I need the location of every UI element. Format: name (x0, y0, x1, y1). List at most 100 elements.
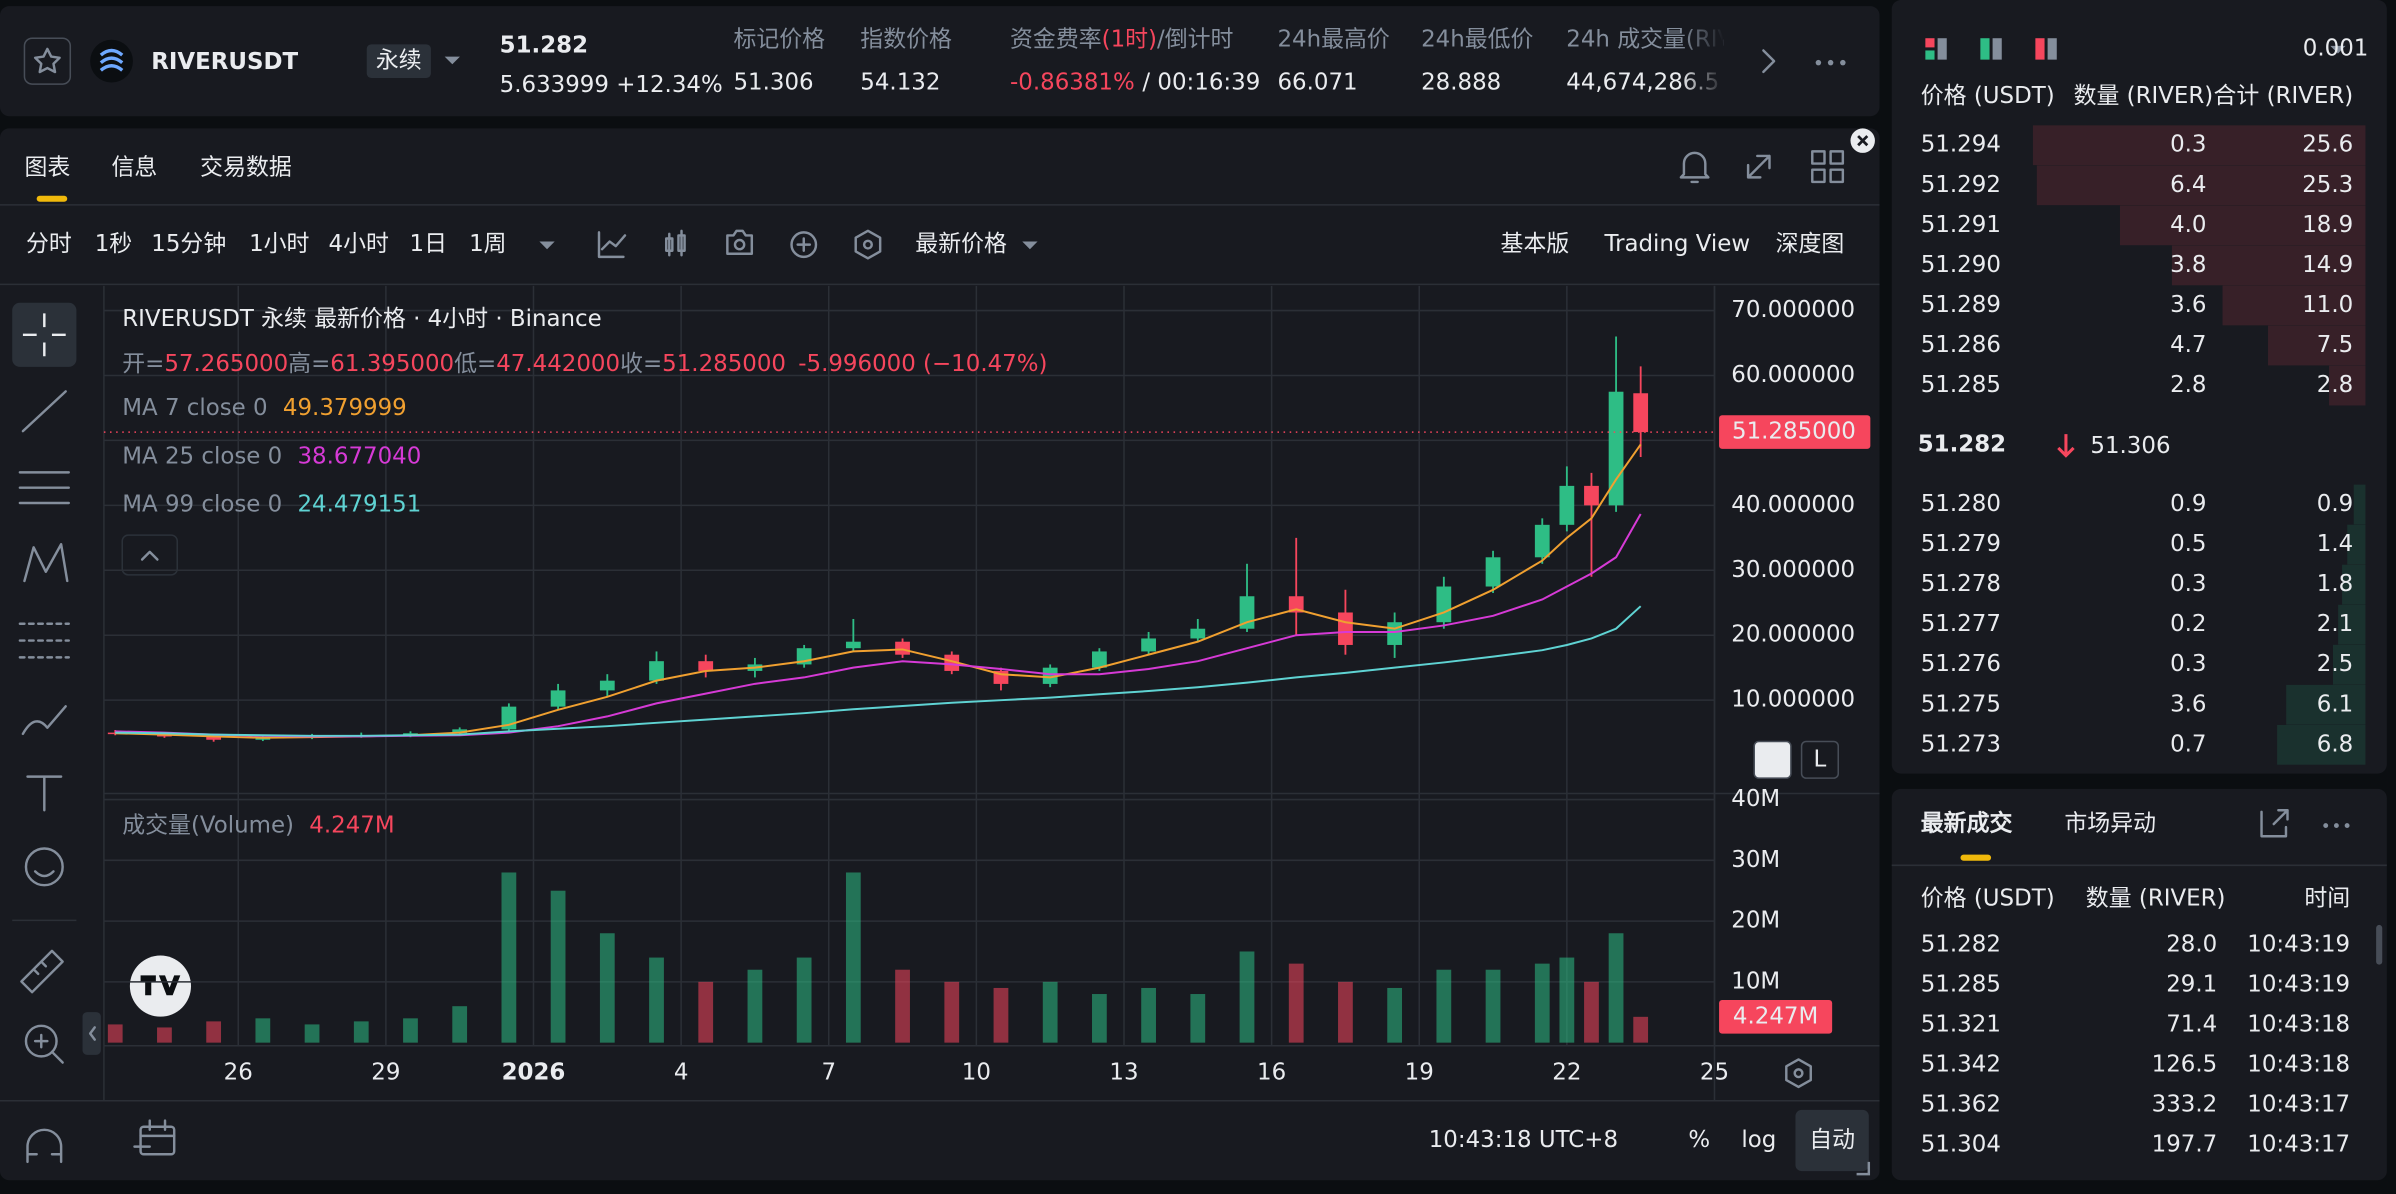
fib-tool[interactable] (18, 622, 70, 659)
trades-more[interactable] (2323, 823, 2350, 829)
interval[interactable]: 1日 (410, 231, 447, 257)
magnet-tool[interactable] (26, 1128, 63, 1164)
settings-icon[interactable] (854, 229, 882, 260)
stat-value-text: 54.132 (860, 69, 940, 95)
tab[interactable]: 交易数据 (200, 155, 292, 181)
volume-bar (796, 957, 812, 1043)
text-tool[interactable] (26, 775, 63, 812)
ruler-tool[interactable] (20, 949, 64, 994)
orderbook-mode-icons[interactable] (1925, 38, 2057, 60)
volume-bar (845, 872, 861, 1043)
stat-label-note: (1时) (1102, 26, 1157, 52)
book-qty: 0.2 (2170, 611, 2206, 637)
fullscreen-icon[interactable] (1746, 154, 1771, 179)
candle-body (1042, 667, 1058, 684)
interval[interactable]: 1周 (469, 231, 506, 257)
stats-fade (1680, 12, 1724, 111)
brush-tool[interactable] (21, 705, 67, 736)
volume-bar (993, 987, 1009, 1043)
book-price: 51.294 (1921, 132, 2001, 158)
log-toggle[interactable]: log (1741, 1127, 1776, 1153)
pattern-tool[interactable] (23, 543, 69, 583)
precision-caret[interactable] (2330, 45, 2346, 54)
symbol-caret[interactable] (444, 56, 460, 65)
interval[interactable]: 1小时 (249, 231, 309, 257)
volume-bar (1485, 969, 1501, 1043)
crosshair-tool[interactable] (22, 313, 66, 357)
tab[interactable]: 图表 (24, 155, 70, 181)
x-tick-label: 29 (371, 1060, 400, 1086)
book-price: 51.278 (1921, 571, 2001, 597)
trades-tab[interactable]: 最新成交 (1921, 810, 2013, 837)
axis-settings[interactable] (1785, 1058, 1812, 1089)
alert-icon[interactable] (1679, 151, 1710, 184)
popout-icon[interactable] (2260, 809, 2289, 838)
book-price: 51.273 (1921, 731, 2001, 757)
layout-icon[interactable] (1811, 150, 1845, 184)
trades-tab[interactable]: 市场异动 (2064, 811, 2156, 837)
column-header: 价格 (USDT) (1921, 83, 2055, 109)
stat-value: 66.071 (1277, 69, 1357, 95)
interval[interactable]: 4小时 (329, 231, 389, 257)
book-total: 25.3 (2302, 172, 2353, 198)
line-tool[interactable] (21, 390, 67, 433)
volume-bar (1534, 963, 1550, 1043)
candle-body (845, 641, 861, 649)
price-type[interactable]: 最新价格 (915, 231, 1007, 257)
book-price: 51.291 (1921, 212, 2001, 238)
x-tick-label: 13 (1109, 1060, 1138, 1086)
contract: 永续 (376, 48, 422, 74)
candle-type-icon[interactable] (665, 229, 686, 257)
precision[interactable]: 0.001 (2303, 35, 2369, 61)
book-total: 1.4 (2317, 531, 2353, 557)
zoom-tool[interactable] (24, 1024, 58, 1058)
y-tick-label: 70.000000 (1731, 297, 1855, 323)
stats-next[interactable] (1762, 49, 1776, 74)
auto-toggle[interactable]: 自动 (1809, 1127, 1855, 1153)
auto-button-bg[interactable] (1795, 1109, 1869, 1172)
trade-price: 51.285 (1921, 971, 2001, 997)
parallel-tool[interactable] (18, 471, 70, 505)
indicator-icon[interactable] (597, 231, 627, 259)
x-tick-label: 4 (674, 1060, 689, 1086)
volume-bar (107, 1024, 123, 1043)
book-qty: 0.3 (2170, 571, 2206, 597)
emoji-tool[interactable] (24, 847, 64, 887)
add-icon[interactable] (790, 231, 818, 259)
view-option[interactable]: Trading View (1603, 231, 1750, 257)
view-option[interactable]: 深度图 (1776, 231, 1845, 257)
depth-bar (2032, 125, 2366, 166)
tab[interactable]: 信息 (112, 155, 158, 181)
book-total: 2.5 (2317, 651, 2353, 677)
volume-bar (747, 969, 763, 1043)
x-tick-label: 26 (224, 1060, 253, 1086)
depth-bar (2338, 604, 2366, 645)
stat-value: -0.86381% / 00:16:39 (1010, 69, 1260, 95)
book-total: 1.8 (2317, 571, 2353, 597)
book-price: 51.275 (1921, 691, 2001, 717)
depth-bar (2036, 165, 2366, 206)
view-option[interactable]: 基本版 (1501, 231, 1570, 257)
x-tick-label: 16 (1257, 1060, 1286, 1086)
book-price: 51.290 (1921, 252, 2001, 278)
scale-button[interactable] (1800, 740, 1840, 779)
star-icon (33, 47, 61, 74)
trade-time: 10:43:19 (2247, 971, 2350, 997)
interval[interactable]: 1秒 (95, 231, 132, 257)
snapshot-icon[interactable] (726, 229, 754, 256)
favorite-button[interactable] (23, 37, 72, 85)
interval[interactable]: 15分钟 (151, 231, 226, 257)
trades-panel (1891, 788, 2387, 1181)
toolbar-collapse[interactable] (82, 1012, 101, 1055)
interval[interactable]: 分时 (26, 231, 72, 257)
volume-bar (157, 1027, 172, 1043)
scale-button[interactable] (1753, 740, 1792, 779)
candle-body (1633, 393, 1649, 433)
price-type-caret[interactable] (1022, 241, 1038, 250)
legend-collapse[interactable] (121, 534, 179, 576)
percent-toggle[interactable]: % (1688, 1127, 1710, 1153)
date-range-icon[interactable] (133, 1119, 176, 1156)
book-qty: 0.9 (2170, 491, 2206, 517)
interval-caret[interactable] (539, 241, 555, 250)
more-button[interactable] (1815, 59, 1846, 66)
